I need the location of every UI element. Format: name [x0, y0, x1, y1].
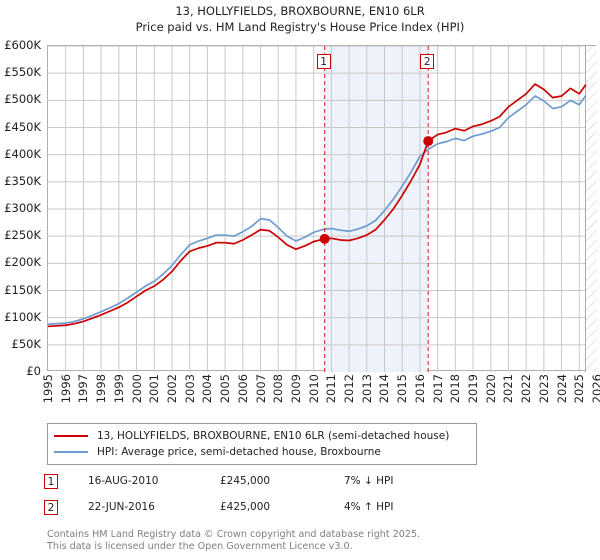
- x-axis-tick-label: 1999: [111, 374, 126, 404]
- x-axis-tick-label: 2023: [536, 374, 551, 404]
- transaction-marker-1: 1: [44, 474, 58, 489]
- transaction-marker-2: 2: [44, 500, 58, 515]
- transaction-price-2: £425,000: [220, 501, 271, 513]
- chart-title-block: 13, HOLLYFIELDS, BROXBOURNE, EN10 6LR Pr…: [0, 3, 600, 35]
- y-axis-tick-label: £250K: [4, 228, 41, 243]
- x-axis-tick-label: 2026: [590, 374, 600, 404]
- transaction-hpi-delta-1: 7% ↓ HPI: [344, 475, 394, 487]
- legend-label-hpi: HPI: Average price, semi-detached house,…: [97, 446, 381, 458]
- y-axis-tick-label: £350K: [4, 173, 41, 188]
- y-axis-tick-label: £600K: [4, 38, 41, 52]
- y-axis-tick-label: £550K: [4, 65, 41, 80]
- legend-swatch-hpi: [54, 451, 88, 453]
- x-axis-tick-label: 1996: [58, 374, 73, 404]
- chart-legend: 13, HOLLYFIELDS, BROXBOURNE, EN10 6LR (s…: [47, 423, 477, 465]
- x-axis-tick-label: 1998: [94, 374, 109, 404]
- x-axis-tick-label: 2022: [519, 374, 534, 404]
- x-axis-tick-label: 2021: [501, 374, 516, 404]
- plot-frame: [47, 45, 597, 372]
- plot-annotation-marker: 2: [420, 54, 435, 69]
- x-axis-tick-label: 2020: [483, 374, 498, 404]
- x-axis-tick-label: 2013: [359, 374, 374, 404]
- x-axis-tick-label: 2005: [218, 374, 233, 404]
- plot-annotation-marker: 1: [316, 54, 331, 69]
- transactions-table: 1 16-AUG-2010 £245,000 7% ↓ HPI 2 22-JUN…: [44, 473, 464, 525]
- x-axis-tick-label: 2003: [182, 374, 197, 404]
- x-axis-tick-label: 2019: [466, 374, 481, 404]
- x-axis-tick-label: 1995: [41, 374, 55, 404]
- legend-item-price-paid: 13, HOLLYFIELDS, BROXBOURNE, EN10 6LR (s…: [54, 428, 470, 444]
- x-axis-tick-label: 2001: [147, 374, 162, 404]
- legend-label-price-paid: 13, HOLLYFIELDS, BROXBOURNE, EN10 6LR (s…: [97, 430, 450, 442]
- x-axis-tick-label: 2000: [129, 374, 144, 404]
- y-axis-tick-label: £300K: [4, 201, 41, 215]
- transaction-date-1: 16-AUG-2010: [88, 475, 159, 487]
- footer-line-1: Contains HM Land Registry data © Crown c…: [47, 529, 421, 540]
- x-axis-tick-label: 2015: [395, 374, 410, 404]
- y-axis-tick-label: £200K: [4, 255, 41, 270]
- y-axis-tick-label: £50K: [11, 336, 42, 351]
- x-axis-tick-label: 2025: [572, 374, 587, 404]
- footer-line-2: This data is licensed under the Open Gov…: [47, 540, 353, 552]
- legend-item-hpi: HPI: Average price, semi-detached house,…: [54, 444, 470, 460]
- y-axis-tick-label: £400K: [4, 146, 41, 161]
- x-axis-tick-label: 2010: [306, 374, 321, 404]
- table-row: 1 16-AUG-2010 £245,000 7% ↓ HPI: [44, 473, 464, 499]
- x-axis-tick-label: 1997: [76, 374, 91, 404]
- x-axis-tick-label: 2002: [164, 374, 179, 404]
- x-axis-tick-label: 2009: [288, 374, 303, 404]
- x-axis-tick-label: 2017: [430, 374, 445, 404]
- y-axis-tick-label: £0: [26, 364, 41, 378]
- legend-swatch-price-paid: [54, 435, 88, 437]
- x-axis-tick-label: 2012: [342, 374, 357, 404]
- y-axis-tick-label: £500K: [4, 92, 41, 107]
- x-axis-tick-label: 2018: [448, 374, 463, 404]
- page-subtitle: Price paid vs. HM Land Registry's House …: [135, 20, 465, 34]
- x-axis-tick-label: 2004: [200, 374, 215, 404]
- y-axis-tick-label: £100K: [4, 309, 41, 324]
- x-axis-tick-label: 2014: [377, 374, 392, 404]
- x-axis-tick-label: 2006: [235, 374, 250, 404]
- transaction-date-2: 22-JUN-2016: [88, 501, 155, 513]
- table-row: 2 22-JUN-2016 £425,000 4% ↑ HPI: [44, 499, 464, 525]
- x-axis-tick-label: 2024: [554, 374, 569, 404]
- footer-attribution: Contains HM Land Registry data © Crown c…: [47, 529, 587, 552]
- page-title: 13, HOLLYFIELDS, BROXBOURNE, EN10 6LR: [175, 4, 425, 18]
- y-axis-tick-label: £450K: [4, 119, 41, 134]
- x-axis-tick-label: 2011: [324, 374, 339, 404]
- plot-svg: [48, 46, 597, 372]
- transaction-price-1: £245,000: [220, 475, 271, 487]
- x-axis-labels: 1995 1996 1997 1998 1999 2000 2001 2002 2003 2004…: [41, 374, 600, 414]
- x-axis-tick-label: 2008: [271, 374, 286, 404]
- x-axis-tick-label: 2007: [253, 374, 268, 404]
- transaction-hpi-delta-2: 4% ↑ HPI: [344, 501, 394, 513]
- y-axis-tick-label: £150K: [4, 282, 41, 297]
- x-axis-tick-label: 2016: [412, 374, 427, 404]
- y-axis-labels: £0 £50K £100K £150K £200K £250K £300K £350K £400…: [0, 38, 45, 378]
